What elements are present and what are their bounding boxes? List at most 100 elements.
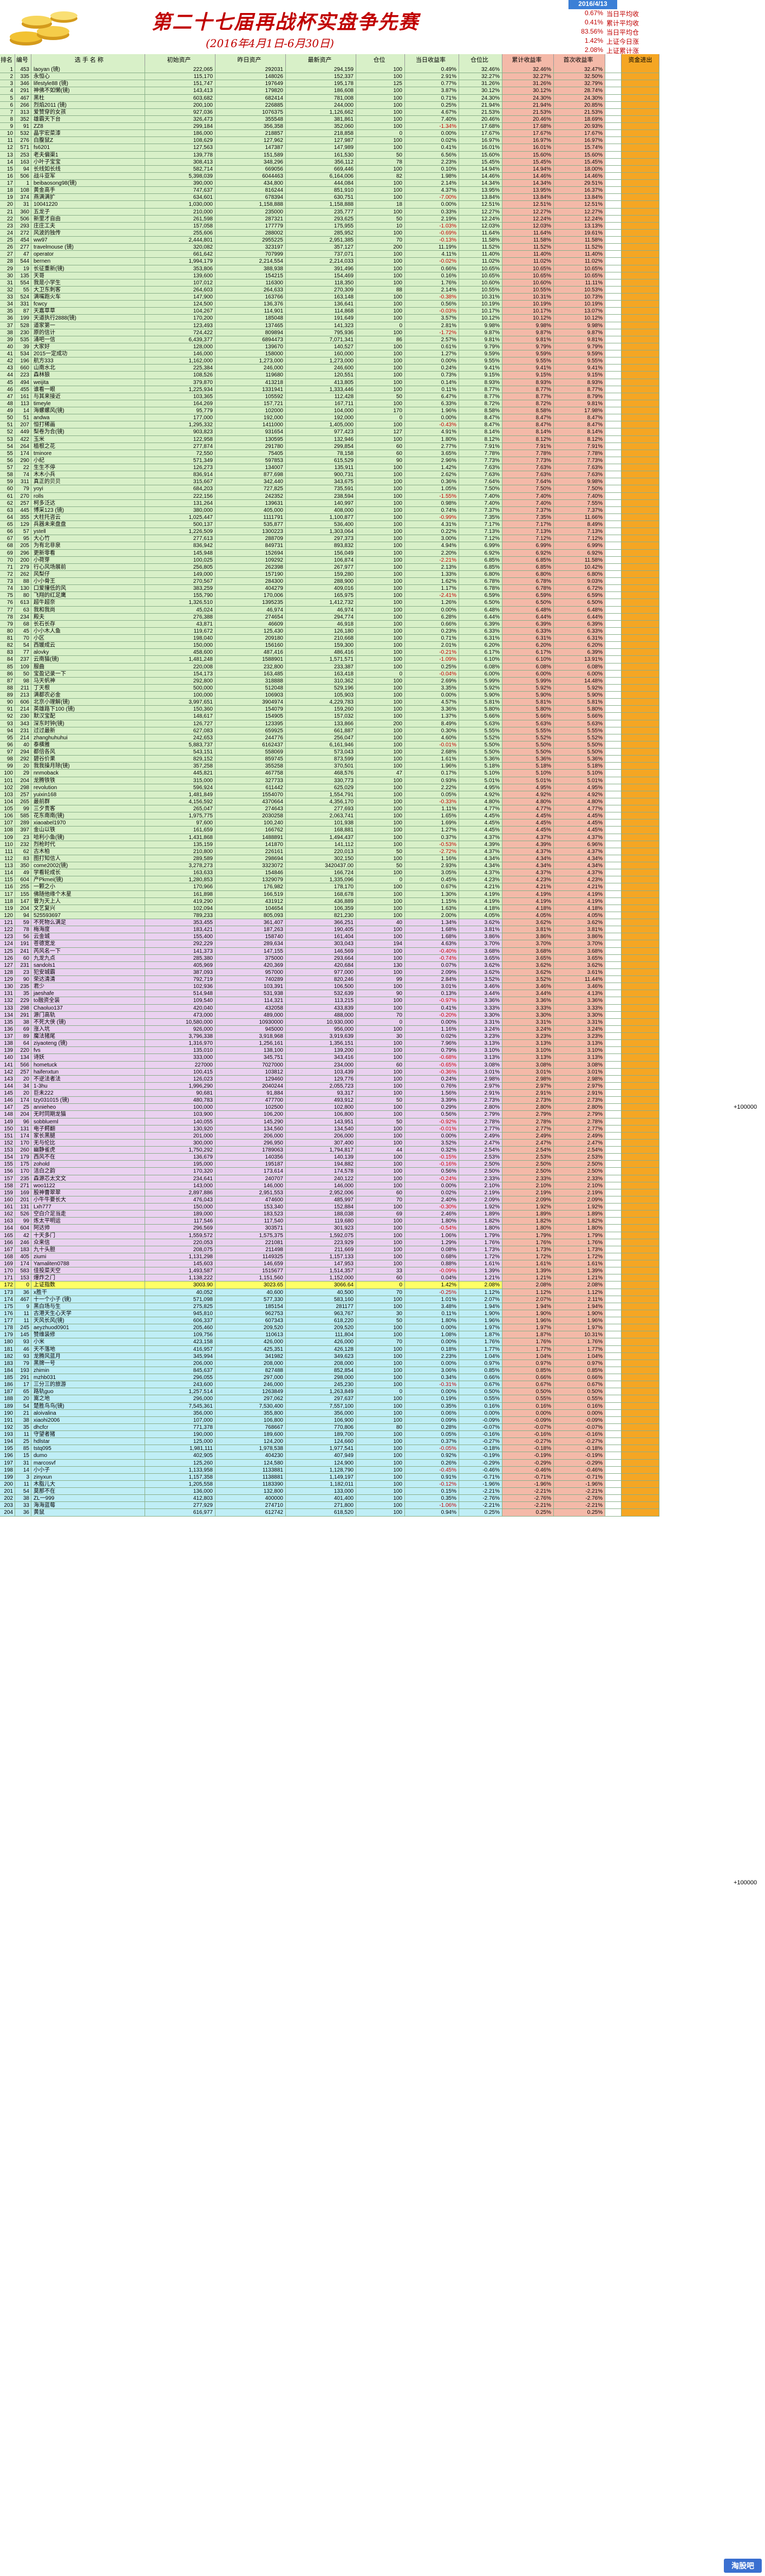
table-row[interactable]: 170 583 佳投菜天空 1,493,587 1515677 1,514,357 33 -0… bbox=[0, 1267, 753, 1275]
fund-flow-cell[interactable] bbox=[622, 706, 659, 713]
player-name-cell[interactable]: fs6201 bbox=[31, 144, 145, 152]
player-name-cell[interactable]: 木脂儿大 bbox=[31, 1480, 145, 1488]
position-cell[interactable]: 100 bbox=[356, 763, 405, 770]
daily-return-cell[interactable]: 0.05% bbox=[405, 791, 459, 798]
latest-asset-cell[interactable]: 147,953 bbox=[286, 1260, 356, 1268]
position-ratio-cell[interactable]: 3.13% bbox=[459, 1054, 502, 1062]
position-cell[interactable]: 100 bbox=[356, 1459, 405, 1467]
position-cell[interactable]: 100 bbox=[356, 66, 405, 74]
prev-asset-cell[interactable]: 226161 bbox=[215, 848, 286, 855]
position-cell[interactable]: 86 bbox=[356, 336, 405, 343]
initial-asset-cell[interactable]: 277,613 bbox=[145, 535, 215, 543]
id-cell[interactable]: 211 bbox=[15, 684, 31, 692]
position-ratio-cell[interactable]: 5.50% bbox=[459, 749, 502, 756]
initial-asset-cell[interactable]: 186,000 bbox=[145, 130, 215, 138]
latest-asset-cell[interactable]: 615,529 bbox=[286, 457, 356, 464]
cumulative-return-cell[interactable]: 8.12% bbox=[502, 435, 554, 443]
cumulative-return-cell[interactable]: 16.01% bbox=[502, 144, 554, 152]
latest-asset-cell[interactable]: 186,608 bbox=[286, 87, 356, 95]
prev-asset-cell[interactable]: 130595 bbox=[215, 435, 286, 443]
cumulative-return-cell[interactable]: 1.82% bbox=[502, 1218, 554, 1225]
prev-asset-cell[interactable]: 327733 bbox=[215, 777, 286, 784]
initial-asset-cell[interactable]: 571,098 bbox=[145, 1296, 215, 1303]
initial-asset-cell[interactable]: 603,682 bbox=[145, 94, 215, 102]
position-ratio-cell[interactable]: -1.96% bbox=[459, 1480, 502, 1488]
prev-asset-cell[interactable]: 134,560 bbox=[215, 1125, 286, 1133]
first-return-cell[interactable]: 11.66% bbox=[554, 513, 605, 521]
id-cell[interactable]: 179 bbox=[15, 1154, 31, 1161]
fund-flow-cell[interactable] bbox=[622, 1047, 659, 1055]
player-name-cell[interactable]: ziumi bbox=[31, 1253, 145, 1260]
player-name-cell[interactable]: 兵器未来盘盘 bbox=[31, 521, 145, 529]
prev-asset-cell[interactable]: 106,200 bbox=[215, 1111, 286, 1118]
position-cell[interactable]: 40 bbox=[356, 919, 405, 927]
cumulative-return-cell[interactable]: 4.80% bbox=[502, 798, 554, 805]
prev-asset-cell[interactable]: 2,951,553 bbox=[215, 1189, 286, 1196]
latest-asset-cell[interactable]: 208,000 bbox=[286, 1359, 356, 1367]
position-ratio-cell[interactable]: 6.99% bbox=[459, 542, 502, 550]
daily-return-cell[interactable]: 2.91% bbox=[405, 73, 459, 81]
daily-return-cell[interactable]: 0.07% bbox=[405, 961, 459, 969]
daily-return-cell[interactable]: -1.09% bbox=[405, 656, 459, 663]
cumulative-return-cell[interactable]: 8.72% bbox=[502, 400, 554, 407]
rank-cell[interactable]: 49 bbox=[0, 407, 15, 415]
position-cell[interactable]: 100 bbox=[356, 1090, 405, 1097]
table-row[interactable]: 37 528 道家第一 123,493 137465 141,323 0 2.81% 9.98%… bbox=[0, 322, 753, 329]
table-row[interactable]: 39 535 涌吧一信 6,439,377 6894473 7,071,341 86 2.57… bbox=[0, 336, 753, 343]
daily-return-cell[interactable]: 0.00% bbox=[405, 1338, 459, 1346]
first-return-cell[interactable]: 9.98% bbox=[554, 322, 605, 329]
initial-asset-cell[interactable]: 387,093 bbox=[145, 968, 215, 976]
table-row[interactable]: 104 265 最前群 4,156,592 4370664 4,356,170 100 -0.… bbox=[0, 798, 753, 805]
id-cell[interactable]: 38 bbox=[15, 1416, 31, 1424]
table-row[interactable]: 15 94 长线如长线 582,714 669056 669,446 100 0.10% 14.… bbox=[0, 165, 753, 173]
cumulative-return-cell[interactable]: 32.27% bbox=[502, 73, 554, 81]
daily-return-cell[interactable]: -0.43% bbox=[405, 421, 459, 429]
id-cell[interactable]: 134 bbox=[15, 1054, 31, 1062]
first-return-cell[interactable]: 28.74% bbox=[554, 87, 605, 95]
column-header[interactable]: 排名 bbox=[0, 54, 15, 66]
position-cell[interactable]: 100 bbox=[356, 315, 405, 322]
id-cell[interactable]: 50 bbox=[15, 670, 31, 678]
prev-asset-cell[interactable]: 100,240 bbox=[215, 819, 286, 827]
position-cell[interactable]: 100 bbox=[356, 549, 405, 557]
id-cell[interactable]: 613 bbox=[15, 599, 31, 607]
table-row[interactable]: 46 455 谁看一眼 1,225,934 1331941 1,333,446 100 0.1… bbox=[0, 386, 753, 393]
initial-asset-cell[interactable]: 97,600 bbox=[145, 819, 215, 827]
prev-asset-cell[interactable]: 116300 bbox=[215, 279, 286, 287]
table-row[interactable]: 5 467 黑杜 603,682 682414 781,008 100 0.71% 24.30%… bbox=[0, 94, 753, 102]
fund-flow-cell[interactable] bbox=[622, 542, 659, 550]
player-name-cell[interactable]: woo1122 bbox=[31, 1182, 145, 1189]
latest-asset-cell[interactable]: 102,800 bbox=[286, 1104, 356, 1111]
position-ratio-cell[interactable]: 5.52% bbox=[459, 734, 502, 741]
first-return-cell[interactable]: 3.10% bbox=[554, 1047, 605, 1055]
initial-asset-cell[interactable]: 225,384 bbox=[145, 365, 215, 372]
latest-asset-cell[interactable]: 211,669 bbox=[286, 1246, 356, 1253]
prev-asset-cell[interactable]: 558069 bbox=[215, 749, 286, 756]
initial-asset-cell[interactable]: 2,444,801 bbox=[145, 237, 215, 244]
first-return-cell[interactable]: 5.10% bbox=[554, 770, 605, 777]
latest-asset-cell[interactable]: 573,043 bbox=[286, 749, 356, 756]
cumulative-return-cell[interactable]: 7.91% bbox=[502, 443, 554, 450]
first-return-cell[interactable]: 2.54% bbox=[554, 1147, 605, 1154]
table-row[interactable]: 167 183 九十头胆 208,075 211498 211,669 100 0.08% 1.… bbox=[0, 1246, 753, 1253]
position-ratio-cell[interactable]: 0.85% bbox=[459, 1367, 502, 1374]
latest-asset-cell[interactable]: 146,569 bbox=[286, 947, 356, 955]
initial-asset-cell[interactable]: 108,526 bbox=[145, 372, 215, 379]
daily-return-cell[interactable]: 2.68% bbox=[405, 749, 459, 756]
table-row[interactable]: 20 31 10041220 1,030,000 1,158,888 1,158,888 1… bbox=[0, 201, 753, 209]
table-row[interactable]: 43 660 山南水北 225,384 246,000 246,600 100 0.24% 9.… bbox=[0, 365, 753, 372]
id-cell[interactable]: 335 bbox=[15, 73, 31, 81]
position-ratio-cell[interactable]: 7.63% bbox=[459, 464, 502, 472]
player-name-cell[interactable]: 芮风名一下 bbox=[31, 947, 145, 955]
position-cell[interactable]: 100 bbox=[356, 94, 405, 102]
prev-asset-cell[interactable]: 341982 bbox=[215, 1352, 286, 1360]
daily-return-cell[interactable]: -0.15% bbox=[405, 1154, 459, 1161]
prev-asset-cell[interactable]: 740289 bbox=[215, 976, 286, 984]
position-cell[interactable]: 200 bbox=[356, 244, 405, 251]
rank-cell[interactable]: 142 bbox=[0, 1068, 15, 1076]
fund-flow-cell[interactable] bbox=[622, 108, 659, 116]
table-row[interactable]: 26 277 travelmouse (镜) 320,082 323197 357,127… bbox=[0, 244, 753, 251]
rank-cell[interactable]: 178 bbox=[0, 1324, 15, 1332]
rank-cell[interactable]: 187 bbox=[0, 1388, 15, 1396]
table-row[interactable]: 54 264 植根之花 277,874 291780 299,854 60 2.77% 7.91… bbox=[0, 443, 753, 450]
